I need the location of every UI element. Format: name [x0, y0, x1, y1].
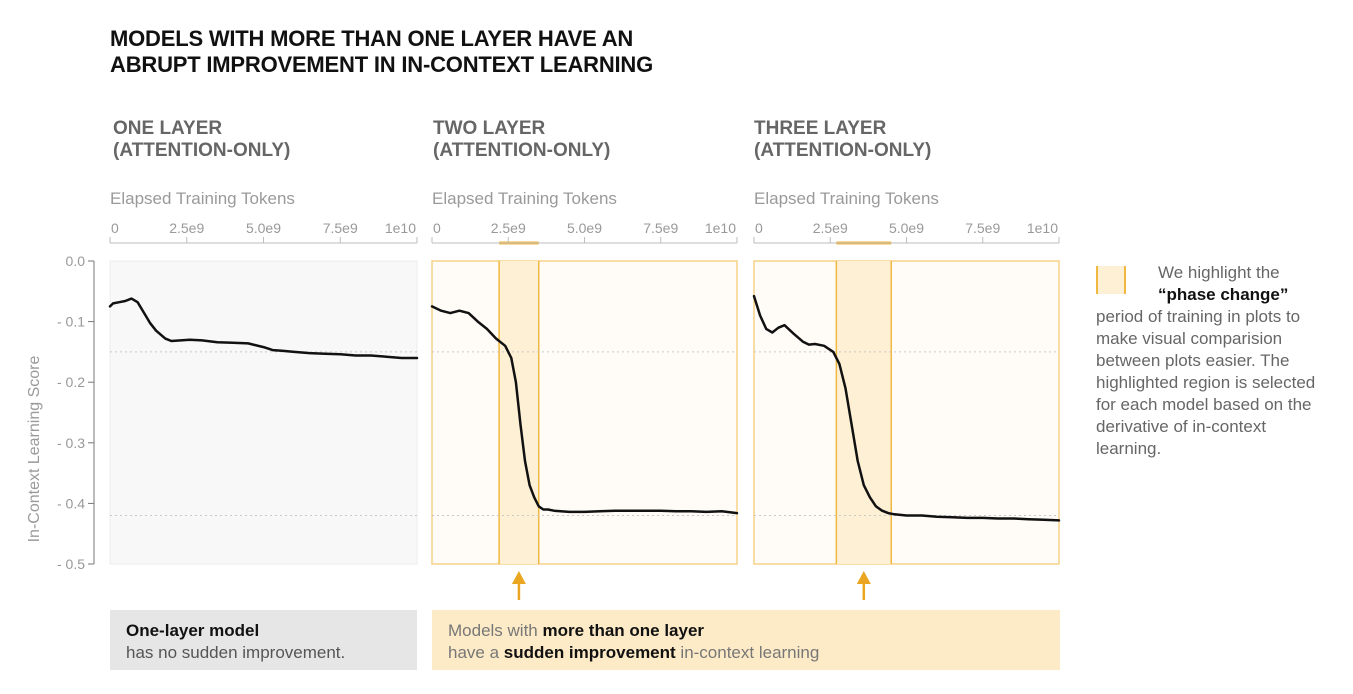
panel-title-three-layer-line1: THREE LAYER — [754, 118, 887, 139]
y-tick-label: - 0.4 — [57, 495, 85, 511]
legend-swatch — [1096, 266, 1126, 294]
note-multi-pre: Models with — [448, 621, 543, 640]
y-tick-label: - 0.3 — [57, 435, 85, 451]
phase-change-arrow-head — [511, 571, 526, 584]
note-one-layer: One-layer model has no sudden improvemen… — [110, 610, 417, 670]
y-tick-label: - 0.5 — [57, 556, 85, 572]
legend-text: We highlight the “phase change” period o… — [1096, 262, 1336, 460]
x-tick-label: 0 — [433, 220, 441, 236]
title-line-2: ABRUPT IMPROVEMENT IN IN-CONTEXT LEARNIN… — [110, 52, 654, 77]
x-tick-label: 7.5e9 — [323, 220, 358, 236]
x-tick-label: 2.5e9 — [813, 220, 848, 236]
panel-title-one-layer-line1: ONE LAYER — [113, 118, 223, 139]
series-line — [752, 294, 1061, 522]
x-tick-label: 1e10 — [705, 220, 736, 236]
x-tick-label: 0 — [111, 220, 119, 236]
panel-title-one-layer-line2: (ATTENTION-ONLY) — [113, 140, 291, 161]
phase-change-region — [836, 261, 892, 564]
legend-rest: period of training in plots to make visu… — [1096, 307, 1316, 458]
panel-title-two-layer-line1: TWO LAYER — [433, 118, 546, 139]
note-one-layer-rest: has no sudden improvement. — [126, 643, 346, 662]
x-tick-label: 0 — [755, 220, 763, 236]
phase-change-arrow-head — [856, 571, 871, 584]
plot-area — [753, 260, 1060, 565]
x-tick-label: 2.5e9 — [169, 220, 204, 236]
x-tick-label: 1e10 — [385, 220, 416, 236]
x-tick-label: 2.5e9 — [491, 220, 526, 236]
x-tick-label: 1e10 — [1027, 220, 1058, 236]
plot-area — [109, 260, 418, 565]
x-axis-title-three-layer: Elapsed Training Tokens — [754, 189, 939, 208]
x-axis-title-two-layer: Elapsed Training Tokens — [432, 189, 617, 208]
panel-title-three-layer-line2: (ATTENTION-ONLY) — [754, 140, 932, 161]
x-tick-label: 5.0e9 — [246, 220, 281, 236]
panel-title-two-layer-line2: (ATTENTION-ONLY) — [433, 140, 611, 161]
x-tick-label: 5.0e9 — [889, 220, 924, 236]
panel-title-three-layer: THREE LAYER (ATTENTION-ONLY) — [754, 118, 931, 162]
panel-title-two-layer: TWO LAYER (ATTENTION-ONLY) — [433, 118, 610, 162]
chart-panel-3: 0 2.5e9 5.0e9 7.5e9 1e10 — [752, 220, 1061, 600]
x-tick-label: 5.0e9 — [567, 220, 602, 236]
y-tick-label: 0.0 — [66, 253, 86, 269]
note-multi-line1: Models with more than one layer — [448, 620, 1044, 642]
plot-area — [431, 260, 738, 565]
y-tick-label: - 0.2 — [57, 374, 85, 390]
note-multi-layer: Models with more than one layer have a s… — [432, 610, 1060, 670]
legend-line-a: We highlight the — [1158, 263, 1280, 282]
note-multi-bold2: sudden improvement — [503, 643, 676, 662]
series-line — [430, 305, 739, 515]
y-tick-label: - 0.1 — [57, 314, 85, 330]
note-multi-line2: have a sudden improvement in-context lea… — [448, 642, 1044, 664]
x-axis-title-one-layer: Elapsed Training Tokens — [110, 189, 295, 208]
note-multi-post: in-context learning — [675, 643, 820, 662]
note-multi-bold1: more than one layer — [542, 621, 705, 640]
panel-title-one-layer: ONE LAYER (ATTENTION-ONLY) — [113, 118, 290, 162]
note-multi-mid: have a — [448, 643, 504, 662]
series-line — [108, 297, 419, 360]
x-tick-label: 7.5e9 — [965, 220, 1000, 236]
chart-panel-2: 0 2.5e9 5.0e9 7.5e9 1e10 — [430, 220, 739, 600]
page-title: MODELS WITH MORE THAN ONE LAYER HAVE AN … — [110, 26, 810, 78]
y-axis: 0.0 - 0.1 - 0.2 - 0.3 - 0.4 - 0.5 — [57, 253, 95, 572]
note-one-layer-bold: One-layer model — [126, 621, 260, 640]
legend-bold: “phase change” — [1158, 285, 1289, 304]
x-tick-label: 7.5e9 — [643, 220, 678, 236]
chart-panel-1: 0 2.5e9 5.0e9 7.5e9 1e10 — [108, 220, 419, 565]
charts-svg: 0 2.5e9 5.0e9 7.5e9 1e10 0 2.5e9 5.0e9 7.5e9 1e10… — [57, 220, 1061, 600]
title-line-1: MODELS WITH MORE THAN ONE LAYER HAVE AN — [110, 26, 634, 51]
